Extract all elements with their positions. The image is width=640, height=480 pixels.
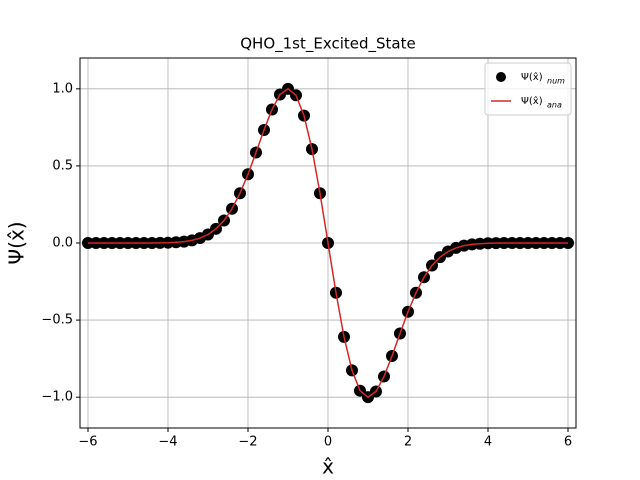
y-tick-label: 0.5 xyxy=(52,158,73,173)
y-axis-label: Ψ(x̂) xyxy=(5,221,29,264)
x-tick-label: 6 xyxy=(564,435,572,450)
y-tick-label: −1.0 xyxy=(41,390,73,405)
x-tick-label: −6 xyxy=(78,435,97,450)
legend-subscript: ana xyxy=(547,101,562,110)
chart-title: QHO_1st_Excited_State xyxy=(240,35,415,54)
line xyxy=(88,87,568,399)
y-tick-label: 0.0 xyxy=(52,236,73,251)
x-tick-label: 0 xyxy=(324,435,332,450)
x-tick-label: −4 xyxy=(158,435,177,450)
axes-frame xyxy=(79,57,577,429)
legend-marker xyxy=(496,72,506,82)
x-axis-label: x̂ xyxy=(322,455,334,479)
legend-box xyxy=(484,62,572,116)
legend-subscript: num xyxy=(547,77,565,86)
x-tick-label: 2 xyxy=(404,435,412,450)
legend-label: Ψ(x̂) xyxy=(521,95,543,107)
legend-label: Ψ(x̂) xyxy=(521,71,543,83)
y-tick-label: −0.5 xyxy=(41,313,73,328)
y-tick-label: 1.0 xyxy=(52,81,73,96)
x-tick-label: −2 xyxy=(238,435,257,450)
x-tick-label: 4 xyxy=(484,435,492,450)
